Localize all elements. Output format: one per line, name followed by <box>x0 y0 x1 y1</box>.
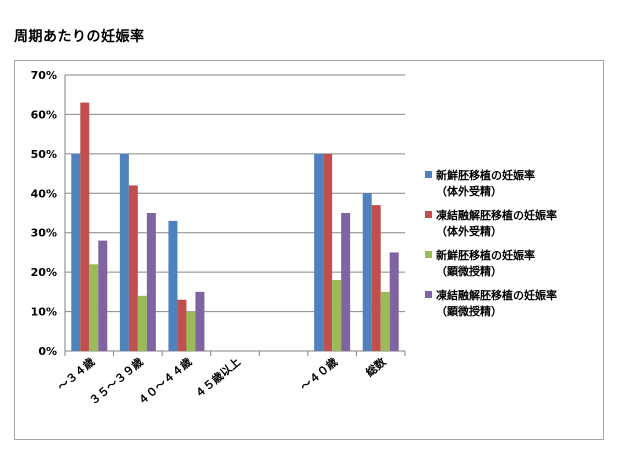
bar <box>389 252 399 351</box>
y-tick-label: 40% <box>31 187 57 200</box>
legend-label: 新鮮胚移植の妊娠率 <box>436 248 535 262</box>
bar <box>89 264 99 351</box>
x-tick-label: ４０～４４歳 <box>135 355 195 408</box>
chart-frame: 0% 10% 20% 30% 40% 50% 60% 70% ～３４歳 ３５～３９歳 ４０～４４歳 ４… <box>14 60 604 440</box>
bar <box>195 291 205 351</box>
x-tick-label: ～３４歳 <box>55 355 98 394</box>
bar <box>362 193 372 351</box>
legend-label-sub: （顕微授精） <box>436 264 502 278</box>
y-tick-label: 60% <box>31 108 57 121</box>
bar-chart: 0%10%20%30%40%50%60%70%～３４歳３５～３９歳４０～４４歳４… <box>31 69 557 408</box>
y-tick-label: 70% <box>31 69 57 82</box>
bar <box>341 213 351 351</box>
bar <box>71 153 81 351</box>
bar <box>128 185 138 351</box>
x-tick-label: ４５歳以上 <box>192 355 243 401</box>
bar <box>314 153 324 351</box>
bar <box>168 220 178 351</box>
legend-swatch <box>425 211 432 218</box>
bar <box>380 291 390 351</box>
bar <box>137 295 147 351</box>
page-title: 周期あたりの妊娠率 <box>14 29 145 45</box>
bar <box>186 311 196 351</box>
bar <box>98 240 108 351</box>
bar <box>332 280 342 351</box>
x-tick-label: 総数 <box>363 354 390 380</box>
legend-label: 凍結融解胚移植の妊娠率 <box>436 288 557 302</box>
y-tick-label: 20% <box>31 266 57 279</box>
legend-label-sub: （顕微授精） <box>436 304 502 318</box>
y-tick-label: 30% <box>31 227 57 240</box>
legend-label: 新鮮胚移植の妊娠率 <box>436 168 535 182</box>
legend-swatch <box>425 291 432 298</box>
legend-label-sub: （体外受精） <box>436 224 502 238</box>
legend-label-sub: （体外受精） <box>436 184 502 198</box>
legend-swatch <box>425 171 432 178</box>
y-tick-label: 0% <box>38 345 57 358</box>
bar <box>146 213 156 351</box>
legend-label: 凍結融解胚移植の妊娠率 <box>436 208 557 222</box>
y-tick-label: 50% <box>31 148 57 161</box>
bar <box>119 153 129 351</box>
x-tick-label: ～４０歳 <box>297 355 340 394</box>
bar <box>323 153 333 351</box>
y-tick-label: 10% <box>31 306 57 319</box>
bar <box>371 205 381 351</box>
bar <box>177 299 187 351</box>
legend-swatch <box>425 251 432 258</box>
bar <box>80 102 90 351</box>
